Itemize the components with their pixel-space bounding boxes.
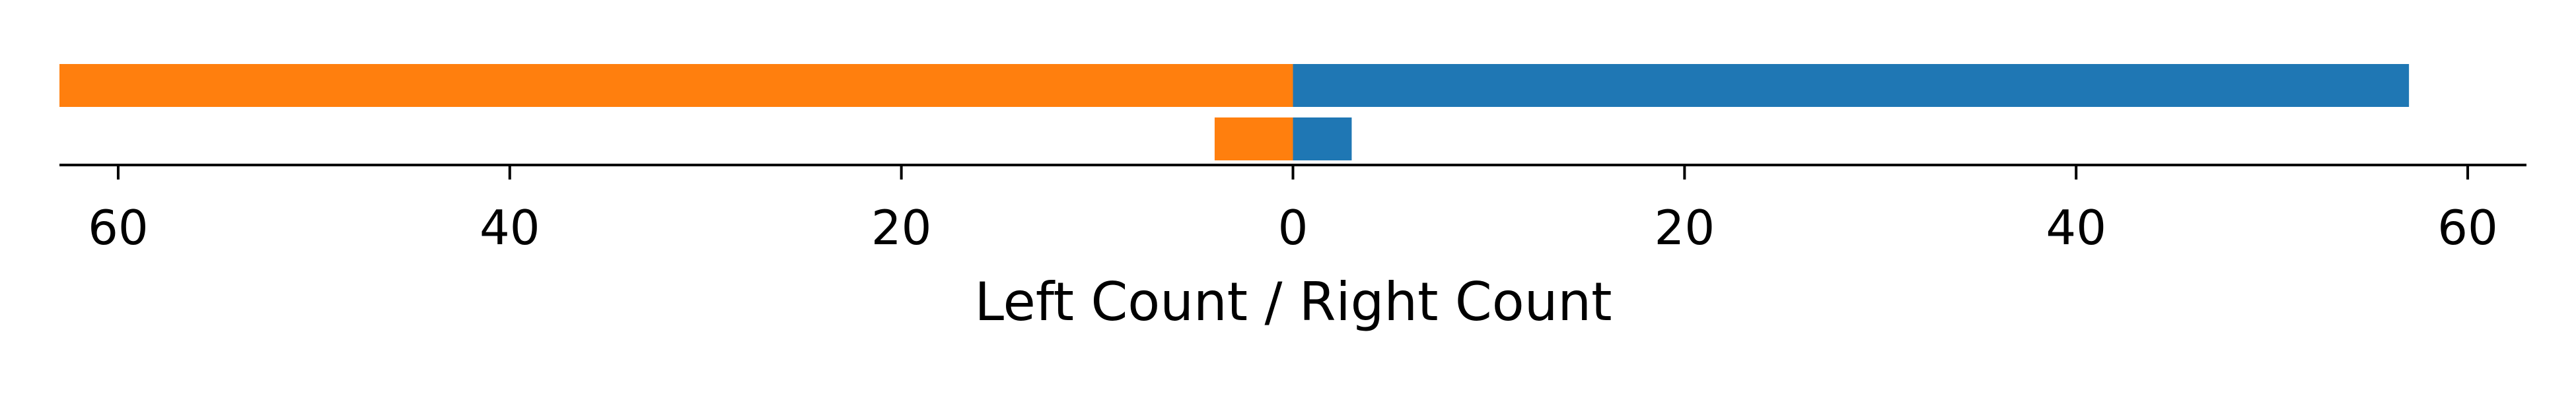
x-axis-label: Left Count / Right Count — [975, 271, 1612, 333]
x-tick-label: 20 — [1655, 200, 1715, 255]
x-tick-label: 40 — [480, 200, 540, 255]
bars-group — [59, 64, 2410, 160]
x-tick-label: 60 — [2437, 200, 2498, 255]
x-tick-label: 60 — [88, 200, 149, 255]
x-axis-ticks: 60 40 20 0 20 40 60 — [88, 165, 2498, 255]
right-bar-1 — [1293, 117, 1352, 160]
x-tick-label: 40 — [2046, 200, 2106, 255]
x-tick-label: 0 — [1278, 200, 1308, 255]
x-tick-label: 20 — [871, 200, 932, 255]
left-bar-1 — [1214, 117, 1293, 160]
left-bar-0 — [59, 64, 1293, 107]
right-bar-0 — [1293, 64, 2410, 107]
